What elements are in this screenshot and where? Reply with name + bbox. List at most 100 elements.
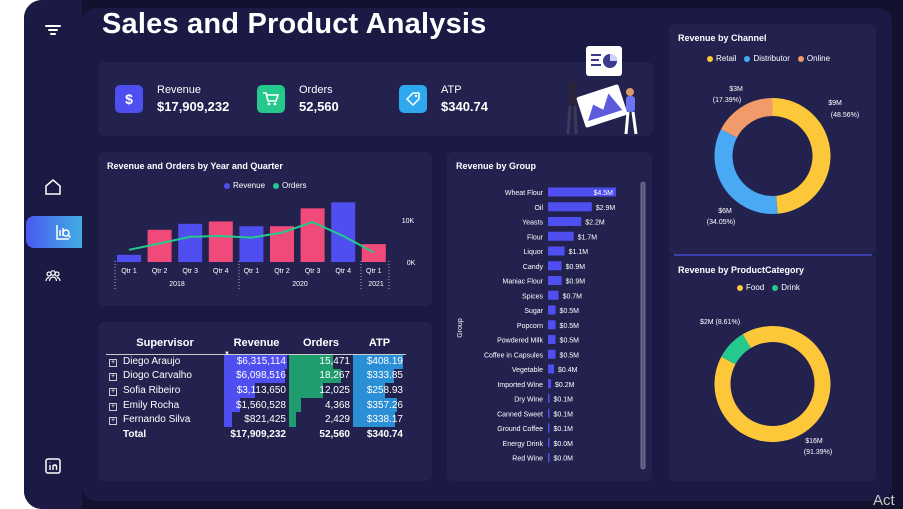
group-bar[interactable] [548, 276, 562, 285]
supervisor-cell: + Diego Araujo [109, 356, 181, 368]
year-label: 2018 [169, 281, 185, 288]
group-bar[interactable] [548, 364, 555, 374]
category-card: Revenue by ProductCategory Food Drink $16… [669, 256, 876, 481]
table-row[interactable]: + Sofia Ribeiro $3,113,650 12,025 $258.93 [106, 383, 406, 398]
col-supervisor[interactable]: Supervisor [136, 336, 194, 349]
retail-pct-label: (48.56%) [831, 112, 859, 119]
group-value-label: $2.9M [596, 205, 616, 212]
quarter-label: Qtr 2 [152, 268, 168, 275]
channel-slice[interactable] [714, 129, 778, 214]
scrollbar-track[interactable] [641, 182, 645, 469]
group-bar[interactable] [548, 305, 556, 315]
quarter-label: Qtr 1 [366, 268, 382, 275]
revenue-bar[interactable] [117, 254, 141, 262]
cell-bar [289, 412, 296, 427]
legend-item: Food [737, 283, 764, 292]
group-bar[interactable] [548, 231, 574, 241]
cell: $821,425 [224, 412, 289, 427]
expand-icon[interactable]: + [109, 373, 117, 382]
cell: 12,025 [289, 383, 353, 398]
group-bar[interactable] [548, 394, 550, 403]
group-bar[interactable] [548, 217, 582, 226]
table-row[interactable]: + Diogo Carvalho $6,098,516 18,267 $333.85 [106, 368, 406, 384]
group-bar[interactable] [548, 290, 559, 300]
drink-value-label: $2M (8.61%) [700, 319, 740, 326]
group-value-label: $0.1M [554, 411, 574, 418]
orders-line[interactable] [128, 221, 375, 254]
group-category-label: Red Wine [512, 456, 543, 463]
expand-icon[interactable]: + [109, 402, 117, 411]
group-category-label: Wheat Flour [505, 190, 544, 197]
online-pct-label: (17.39%) [713, 97, 741, 104]
cell-bar [224, 368, 285, 384]
group-bar[interactable] [548, 202, 592, 212]
group-bar[interactable] [548, 320, 556, 330]
group-bar[interactable] [548, 261, 562, 271]
group-value-label: $0.0M [554, 441, 574, 448]
combo-title: Revenue and Orders by Year and Quarter [107, 161, 283, 171]
legend-orders: Orders [273, 181, 306, 190]
category-slice[interactable] [721, 334, 751, 365]
total-atp: $340.74 [366, 428, 403, 440]
cell: $333.85 [353, 368, 406, 384]
group-bar[interactable] [548, 438, 550, 448]
cell-bar [353, 397, 397, 413]
cell: $408.19 [353, 354, 406, 369]
group-value-label: $4.5M [594, 190, 614, 197]
linkedin-button[interactable] [24, 450, 82, 482]
revenue-bar[interactable] [239, 226, 264, 262]
group-bar[interactable] [548, 423, 550, 433]
col-orders[interactable]: Orders [302, 336, 340, 349]
supervisor-cell: + Emily Rocha [109, 399, 180, 411]
channel-card: Revenue by Channel Retail Distributor Onli… [669, 24, 876, 256]
supervisor-cell: + Fernando Silva [109, 414, 191, 426]
expand-icon[interactable]: + [109, 417, 117, 426]
cell: $3,113,650 [224, 383, 289, 398]
table-row[interactable]: + Diego Araujo $6,315,114 15,471 $408.19 [106, 354, 406, 369]
col-atp[interactable]: ATP [368, 336, 391, 349]
group-value-label: $0.5M [560, 323, 580, 330]
group-bar[interactable] [548, 187, 616, 197]
group-category-label: Oil [534, 205, 543, 212]
channel-slice[interactable] [721, 98, 773, 138]
channel-legend: Retail Distributor Online [707, 54, 830, 63]
table-row[interactable]: + Emily Rocha $1,560,528 4,368 $357.26 [106, 397, 406, 413]
group-category-label: Flour [527, 234, 544, 241]
cell-bar [289, 354, 333, 369]
expand-icon[interactable]: + [109, 387, 117, 396]
channel-title: Revenue by Channel [678, 33, 767, 43]
cell: $357.26 [353, 397, 406, 413]
legend-item: Drink [772, 283, 800, 292]
group-value-label: $0.9M [566, 279, 586, 286]
group-bar[interactable] [548, 453, 550, 462]
table-row[interactable]: + Fernando Silva $821,425 2,429 $338.17 [106, 412, 406, 427]
cell-bar [224, 383, 255, 398]
col-revenue[interactable]: Revenue ▼ [224, 336, 280, 357]
home-nav-button[interactable] [24, 171, 82, 203]
kpi-value: $17,909,232 [157, 99, 230, 114]
food-pct-label: (91.39%) [804, 449, 832, 456]
legend-item: Retail [707, 54, 736, 63]
group-bar[interactable] [548, 335, 556, 344]
expand-icon[interactable]: + [109, 359, 117, 368]
scrollbar-thumb[interactable] [640, 181, 646, 470]
channel-slice[interactable] [772, 98, 831, 214]
group-bar[interactable] [548, 246, 565, 256]
total-label: Total [123, 428, 147, 440]
table-body: + Diego Araujo $6,315,114 15,471 $408.19 + Dio… [106, 354, 406, 442]
activation-watermark: Act [873, 492, 895, 509]
cell: 4,368 [289, 397, 353, 413]
group-value-label: $0.5M [560, 338, 580, 345]
group-bar[interactable] [548, 349, 556, 359]
group-bar[interactable] [548, 408, 550, 418]
home-icon [45, 179, 61, 195]
revenue-bar[interactable] [300, 208, 325, 262]
revenue-bar[interactable] [178, 223, 203, 262]
revenue-bar[interactable] [208, 221, 233, 262]
group-category-label: Vegetable [512, 367, 543, 374]
team-nav-button[interactable] [24, 260, 82, 292]
page-title: Sales and Product Analysis [102, 8, 487, 40]
filter-menu-button[interactable] [24, 14, 82, 46]
kpi-label: ATP [441, 84, 462, 96]
group-bar[interactable] [548, 379, 552, 389]
